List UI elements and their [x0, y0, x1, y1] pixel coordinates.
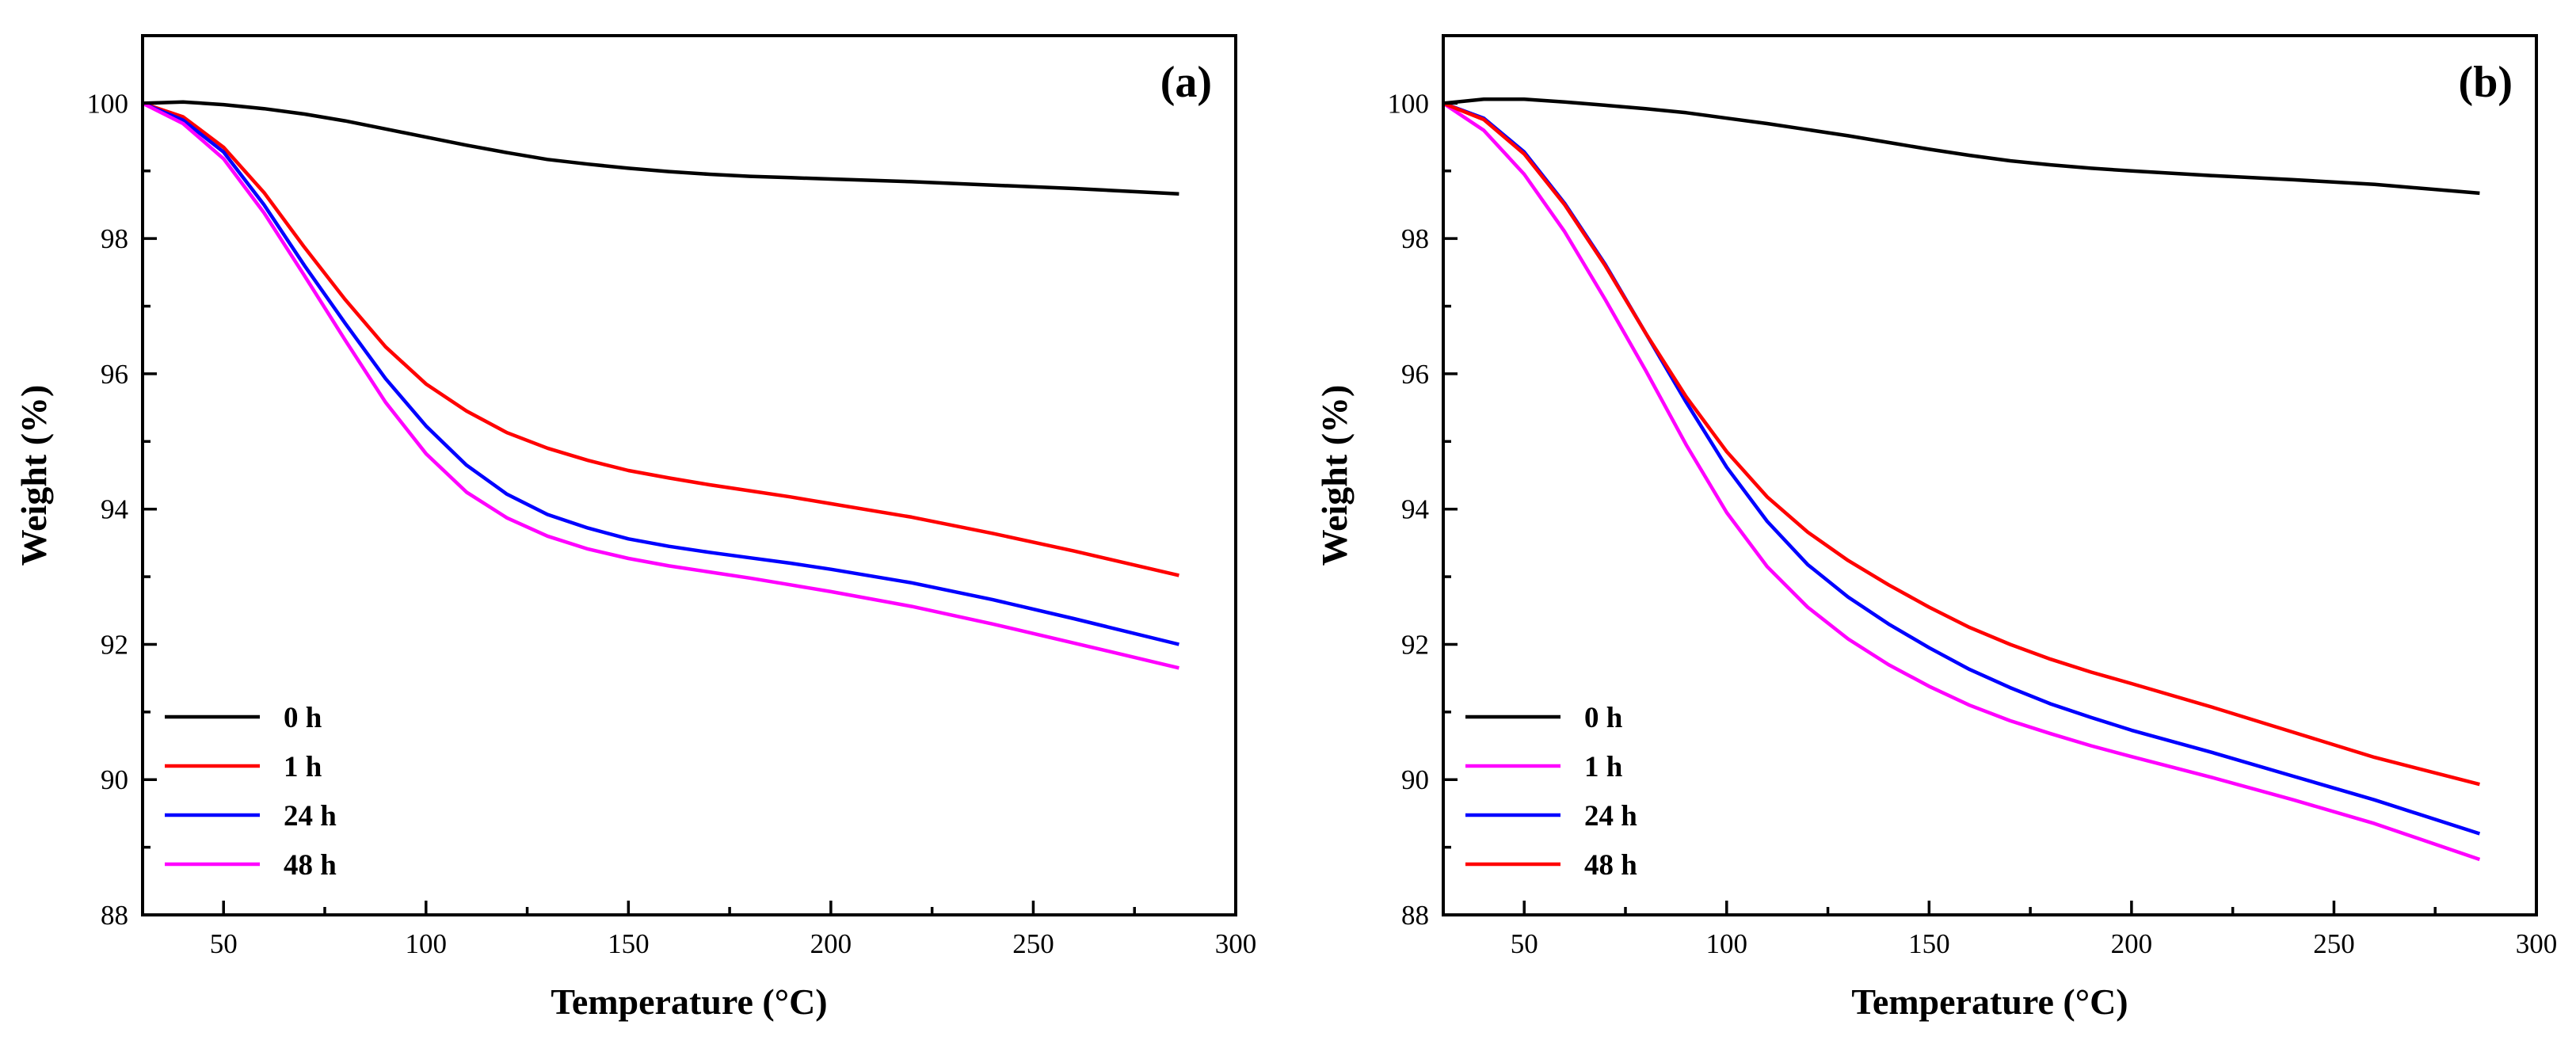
x-tick-label: 200 [810, 928, 852, 959]
legend: 0 h 1 h 24 h 48 h [165, 702, 337, 882]
chart-panel-1: 50 100 150 200 250 300 88 90 92 94 96 98 100 Temperat… [13, 34, 1257, 1022]
y-tick-label: 92 [1401, 629, 1429, 660]
x-tick-label: 300 [2516, 928, 2558, 959]
plot-frame [1442, 34, 2538, 916]
series-line-48h [141, 101, 1179, 670]
x-tick-label: 150 [608, 928, 650, 959]
series-line-0h [1442, 97, 2480, 196]
series-line-24h [142, 101, 1179, 646]
panel-label: (b) [2459, 58, 2513, 107]
legend-label: 24 h [284, 800, 337, 833]
legend-label: 48 h [1584, 849, 1637, 882]
legend-label: 1 h [1584, 751, 1623, 783]
x-tick-label: 200 [2111, 928, 2153, 959]
x-axis-label: Temperature (°C) [551, 981, 827, 1022]
x-tick-label: 250 [2313, 928, 2355, 959]
x-tick-label: 100 [406, 928, 448, 959]
series-line-48h [1442, 101, 2480, 787]
y-tick-label: 98 [1401, 223, 1429, 254]
y-tick-label: 90 [101, 764, 128, 795]
y-tick-label: 92 [101, 629, 128, 660]
x-tick-label: 50 [210, 928, 238, 959]
series-line-0h [142, 100, 1179, 196]
y-tick-label: 100 [1388, 88, 1430, 119]
legend-label: 48 h [284, 849, 337, 882]
y-tick-label: 88 [101, 900, 128, 931]
y-tick-label: 96 [1401, 359, 1429, 390]
y-tick-label: 100 [87, 88, 129, 119]
y-tick-label: 90 [1401, 764, 1429, 795]
x-tick-label: 100 [1706, 928, 1748, 959]
x-tick-label: 150 [1908, 928, 1950, 959]
series-line-1h [1442, 101, 2481, 862]
y-tick-label: 88 [1401, 900, 1429, 931]
legend: 0 h 1 h 24 h 48 h [1465, 702, 1637, 882]
series-line-1h [142, 101, 1179, 577]
x-tick-label: 50 [1511, 928, 1538, 959]
y-tick-label: 94 [101, 494, 128, 525]
panel-label: (a) [1160, 58, 1212, 107]
y-axis-label: Weight (%) [1314, 385, 1355, 566]
y-tick-label: 98 [101, 223, 128, 254]
x-tick-label: 300 [1215, 928, 1257, 959]
legend-label: 1 h [284, 751, 322, 783]
y-tick-label: 94 [1401, 494, 1429, 525]
legend-label: 0 h [1584, 702, 1623, 734]
x-axis-label: Temperature (°C) [1851, 981, 2128, 1022]
y-tick-label: 96 [101, 359, 128, 390]
x-tick-label: 250 [1012, 928, 1054, 959]
legend-label: 24 h [1584, 800, 1637, 833]
chart-panel-2: 50 100 150 200 250 300 88 90 92 94 96 98 100 Temperat… [1314, 34, 2558, 1022]
y-axis-label: Weight (%) [13, 385, 54, 566]
plot-frame [141, 34, 1237, 916]
legend-label: 0 h [284, 702, 322, 734]
